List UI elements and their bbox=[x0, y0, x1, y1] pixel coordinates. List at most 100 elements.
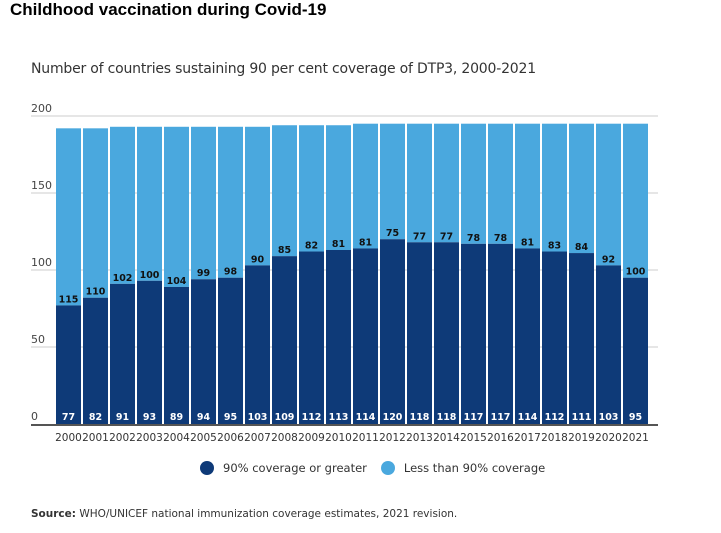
source-note: Source: WHO/UNICEF national immunization… bbox=[31, 508, 457, 520]
data-label-less-than-90: 90 bbox=[251, 254, 265, 265]
data-label-90-or-greater: 112 bbox=[302, 412, 322, 423]
bar-segment-less-than-90 bbox=[353, 123, 378, 249]
bar-segment-90-or-greater bbox=[434, 242, 459, 424]
data-label-less-than-90: 77 bbox=[440, 231, 453, 242]
legend-item-less-than-90: Less than 90% coverage bbox=[380, 461, 545, 475]
x-tick-label: 2021 bbox=[622, 432, 649, 444]
data-label-less-than-90: 100 bbox=[140, 270, 160, 281]
y-tick-label: 0 bbox=[31, 410, 38, 423]
bar-segment-90-or-greater bbox=[164, 286, 189, 424]
bar-segment-less-than-90 bbox=[83, 128, 108, 298]
bar-segment-less-than-90 bbox=[56, 128, 81, 306]
data-label-90-or-greater: 77 bbox=[62, 412, 75, 423]
legend: 90% coverage or greater Less than 90% co… bbox=[200, 461, 559, 475]
x-tick-label: 2017 bbox=[514, 432, 541, 444]
x-tick-label: 2020 bbox=[595, 432, 622, 444]
bar-segment-90-or-greater bbox=[461, 243, 486, 424]
bar-segment-less-than-90 bbox=[461, 123, 486, 244]
data-label-less-than-90: 110 bbox=[86, 287, 106, 298]
bar-segment-90-or-greater bbox=[542, 251, 567, 424]
legend-swatch-light-blue bbox=[380, 461, 395, 475]
bar-segment-less-than-90 bbox=[245, 126, 270, 266]
stacked-bar-chart: 77 115 82 110 91 102 93 100 89 104 94 99 95 98 103 90 10… bbox=[31, 102, 658, 444]
bar-segment-less-than-90 bbox=[218, 126, 243, 278]
data-label-90-or-greater: 112 bbox=[545, 412, 565, 423]
x-tick-label: 2003 bbox=[136, 432, 163, 444]
bar-segment-90-or-greater bbox=[137, 280, 162, 424]
bar-segment-90-or-greater bbox=[380, 239, 405, 424]
x-tick-label: 2002 bbox=[109, 432, 136, 444]
data-label-90-or-greater: 109 bbox=[275, 412, 295, 423]
bar-segment-90-or-greater bbox=[326, 249, 351, 424]
bar-segment-90-or-greater bbox=[596, 265, 621, 424]
data-label-90-or-greater: 117 bbox=[491, 412, 511, 423]
x-tick-label: 2018 bbox=[541, 432, 568, 444]
bar-segment-less-than-90 bbox=[137, 126, 162, 281]
x-tick-label: 2019 bbox=[568, 432, 595, 444]
data-label-90-or-greater: 91 bbox=[116, 412, 129, 423]
data-label-90-or-greater: 118 bbox=[410, 412, 430, 423]
legend-label: 90% coverage or greater bbox=[223, 461, 367, 475]
bar-segment-less-than-90 bbox=[326, 125, 351, 250]
data-label-less-than-90: 77 bbox=[413, 231, 426, 242]
data-label-less-than-90: 75 bbox=[386, 228, 399, 239]
data-label-less-than-90: 81 bbox=[359, 237, 372, 248]
data-label-90-or-greater: 111 bbox=[572, 412, 592, 423]
data-label-less-than-90: 81 bbox=[332, 239, 345, 250]
data-label-90-or-greater: 118 bbox=[437, 412, 457, 423]
data-label-90-or-greater: 95 bbox=[629, 412, 642, 423]
bar-segment-less-than-90 bbox=[488, 123, 513, 244]
data-label-90-or-greater: 103 bbox=[248, 412, 268, 423]
x-tick-label: 2006 bbox=[217, 432, 244, 444]
data-label-less-than-90: 82 bbox=[305, 241, 318, 252]
bar-segment-less-than-90 bbox=[623, 123, 648, 278]
x-tick-label: 2012 bbox=[379, 432, 406, 444]
data-label-90-or-greater: 117 bbox=[464, 412, 484, 423]
bar-segment-less-than-90 bbox=[191, 126, 216, 280]
data-label-90-or-greater: 113 bbox=[329, 412, 349, 423]
data-label-90-or-greater: 93 bbox=[143, 412, 156, 423]
data-label-less-than-90: 115 bbox=[59, 294, 79, 305]
bar-segment-less-than-90 bbox=[110, 126, 135, 284]
y-tick-label: 200 bbox=[31, 102, 52, 115]
legend-swatch-dark-blue bbox=[200, 461, 214, 475]
bar-segment-90-or-greater bbox=[569, 253, 594, 424]
x-tick-label: 2004 bbox=[163, 432, 190, 444]
x-tick-label: 2011 bbox=[352, 432, 379, 444]
bar-segment-less-than-90 bbox=[272, 125, 297, 257]
data-label-less-than-90: 104 bbox=[167, 276, 187, 287]
data-label-90-or-greater: 120 bbox=[383, 412, 403, 423]
bar-segment-90-or-greater bbox=[299, 251, 324, 424]
data-label-90-or-greater: 94 bbox=[197, 412, 211, 423]
data-label-less-than-90: 84 bbox=[575, 242, 589, 253]
bar-segment-90-or-greater bbox=[218, 277, 243, 424]
bar-segment-less-than-90 bbox=[542, 123, 567, 252]
bar-segment-90-or-greater bbox=[110, 283, 135, 424]
data-label-less-than-90: 81 bbox=[521, 237, 534, 248]
data-label-less-than-90: 102 bbox=[113, 273, 133, 284]
axes: 0 50 100 150 200 2000 2001 2002 2003 2004 2005 2006… bbox=[31, 102, 658, 444]
chart-title: Childhood vaccination during Covid-19 bbox=[10, 0, 327, 19]
y-tick-label: 100 bbox=[31, 256, 52, 269]
data-label-less-than-90: 99 bbox=[197, 268, 210, 279]
x-tick-label: 2000 bbox=[55, 432, 82, 444]
legend-item-90-or-greater: 90% coverage or greater bbox=[200, 461, 367, 475]
bar-segment-less-than-90 bbox=[515, 123, 540, 249]
chart-subtitle: Number of countries sustaining 90 per ce… bbox=[31, 61, 536, 77]
x-tick-label: 2009 bbox=[298, 432, 325, 444]
data-label-less-than-90: 78 bbox=[467, 233, 481, 244]
data-label-less-than-90: 92 bbox=[602, 254, 615, 265]
x-tick-label: 2013 bbox=[406, 432, 433, 444]
x-tick-label: 2014 bbox=[433, 432, 460, 444]
x-tick-label: 2007 bbox=[244, 432, 271, 444]
x-tick-label: 2016 bbox=[487, 432, 514, 444]
bar-segment-90-or-greater bbox=[272, 256, 297, 424]
data-label-90-or-greater: 114 bbox=[518, 412, 538, 423]
data-label-less-than-90: 100 bbox=[626, 267, 646, 278]
bar-segment-90-or-greater bbox=[488, 243, 513, 424]
bar-segment-90-or-greater bbox=[353, 248, 378, 424]
bar-segment-90-or-greater bbox=[515, 248, 540, 424]
data-label-less-than-90: 78 bbox=[494, 233, 508, 244]
x-tick-label: 2015 bbox=[460, 432, 487, 444]
bar-segment-90-or-greater bbox=[56, 305, 81, 424]
